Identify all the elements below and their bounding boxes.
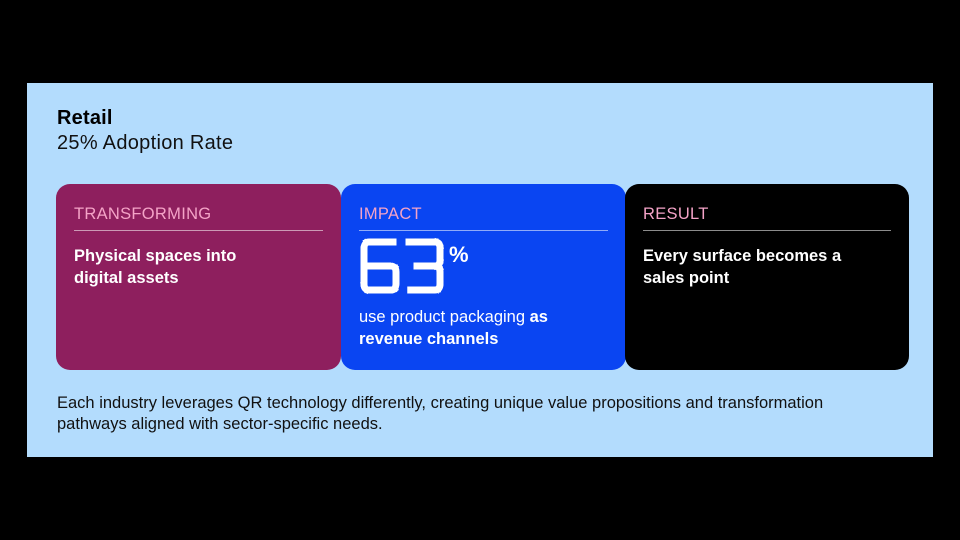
section-title: Retail — [57, 107, 113, 129]
impact-unit: % — [449, 242, 469, 267]
card-transforming: TRANSFORMING Physical spaces into digita… — [56, 184, 341, 370]
footer-description: Each industry leverages QR technology di… — [57, 394, 824, 433]
card-transforming-text: Physical spaces into digital assets — [74, 247, 237, 287]
card-impact: IMPACT % use product packaging as revenu… — [341, 184, 626, 370]
retail-panel: Retail 25% Adoption Rate TRANSFORMING Ph… — [27, 83, 933, 457]
impact-description-bold: as revenue channels — [359, 308, 548, 348]
adoption-rate: 25% Adoption Rate — [57, 132, 234, 154]
impact-description: use product packaging as revenue channel… — [359, 306, 609, 350]
impact-description-regular: use product packaging — [359, 308, 530, 326]
card-result-text: Every surface becomes a sales point — [643, 247, 842, 287]
card-impact-label: IMPACT — [359, 205, 608, 231]
card-result: RESULT Every surface becomes a sales poi… — [625, 184, 909, 370]
card-transforming-label: TRANSFORMING — [74, 205, 323, 231]
impact-value — [359, 236, 445, 296]
card-result-label: RESULT — [643, 205, 891, 231]
